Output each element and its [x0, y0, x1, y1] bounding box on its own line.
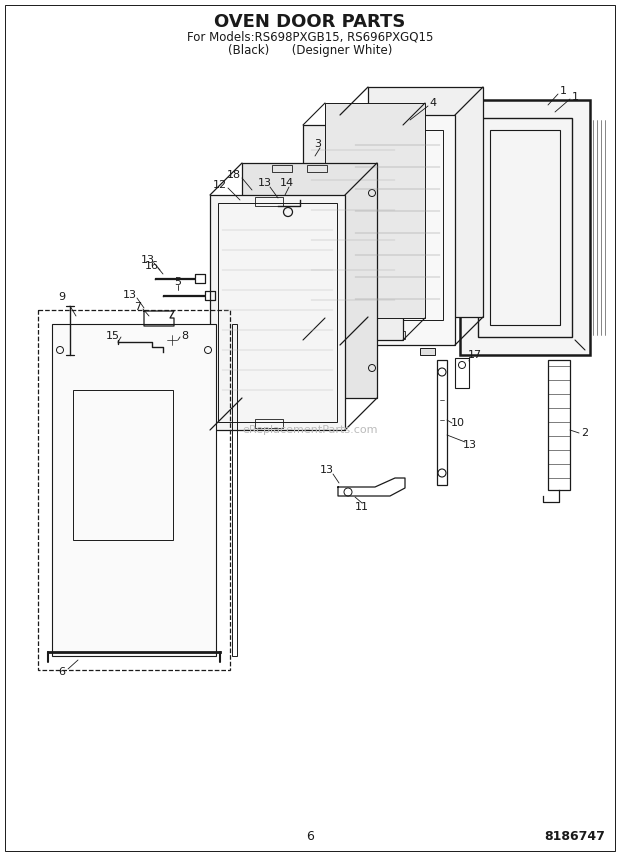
Text: (Black)      (Designer White): (Black) (Designer White): [228, 44, 392, 56]
Text: 10: 10: [451, 418, 465, 428]
Text: 8186747: 8186747: [544, 829, 606, 842]
Text: 13: 13: [463, 440, 477, 450]
Bar: [375, 331, 405, 339]
Bar: [490, 130, 560, 325]
Bar: [255, 419, 283, 428]
Text: 15: 15: [106, 331, 120, 341]
Polygon shape: [210, 195, 345, 430]
Text: 1: 1: [559, 86, 567, 96]
Text: 18: 18: [227, 170, 241, 180]
Bar: [73, 390, 173, 540]
Polygon shape: [340, 115, 455, 345]
Text: 13: 13: [320, 465, 334, 475]
Polygon shape: [368, 87, 483, 317]
Text: 5: 5: [174, 277, 182, 287]
Text: 4: 4: [430, 98, 436, 108]
Text: 11: 11: [355, 502, 369, 512]
Bar: [437, 360, 447, 485]
Text: 6: 6: [58, 667, 66, 677]
Text: 17: 17: [468, 350, 482, 360]
Text: 1: 1: [572, 92, 578, 102]
Bar: [255, 197, 283, 206]
Text: 8: 8: [182, 331, 188, 341]
Bar: [52, 324, 216, 656]
Text: eReplacementParts.com: eReplacementParts.com: [242, 425, 378, 435]
Text: 13: 13: [141, 255, 155, 265]
Bar: [352, 130, 443, 320]
Text: 9: 9: [58, 292, 66, 302]
Text: 6: 6: [306, 829, 314, 842]
Polygon shape: [325, 103, 425, 318]
Bar: [548, 360, 570, 490]
Text: 7: 7: [135, 302, 141, 312]
Text: 13: 13: [123, 290, 137, 300]
Text: 14: 14: [280, 178, 294, 188]
Text: 2: 2: [582, 428, 588, 438]
Bar: [455, 358, 469, 388]
Bar: [232, 324, 237, 656]
Text: 3: 3: [314, 139, 322, 149]
Bar: [307, 165, 327, 172]
Polygon shape: [303, 125, 403, 340]
Text: 13: 13: [258, 178, 272, 188]
Text: 16: 16: [145, 261, 159, 271]
Bar: [38, 310, 230, 670]
Polygon shape: [242, 163, 377, 398]
Bar: [218, 203, 337, 422]
Bar: [272, 165, 292, 172]
Bar: [460, 100, 590, 355]
Bar: [420, 348, 435, 355]
Text: OVEN DOOR PARTS: OVEN DOOR PARTS: [215, 13, 405, 31]
Bar: [375, 120, 405, 128]
Bar: [478, 118, 572, 337]
Text: For Models:RS698PXGB15, RS696PXGQ15: For Models:RS698PXGB15, RS696PXGQ15: [187, 31, 433, 44]
Text: 12: 12: [213, 180, 227, 190]
